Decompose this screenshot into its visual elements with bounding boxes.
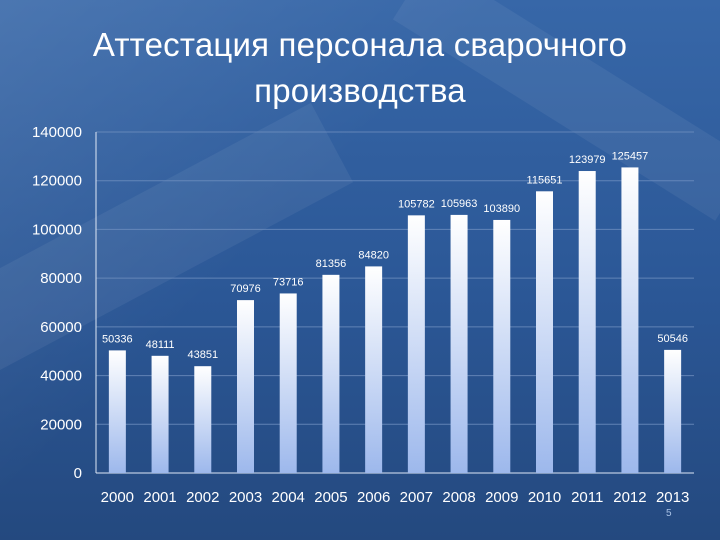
data-label: 125457 xyxy=(612,150,649,162)
x-tick-label: 2013 xyxy=(656,489,689,506)
slide-title: Аттестация персонала сварочного производ… xyxy=(92,26,628,109)
bar xyxy=(365,266,383,473)
bar xyxy=(237,300,254,473)
data-label: 70976 xyxy=(230,283,261,295)
bar xyxy=(407,215,425,473)
y-tick-label: 40000 xyxy=(40,368,82,385)
y-tick-label: 100000 xyxy=(32,221,82,238)
x-tick-label: 2002 xyxy=(186,489,219,506)
data-label: 123979 xyxy=(569,154,606,166)
x-tick-label: 2001 xyxy=(143,489,176,506)
page-number: 5 xyxy=(666,508,672,519)
bar xyxy=(151,355,169,473)
data-label: 50546 xyxy=(657,333,688,345)
data-label: 115651 xyxy=(527,174,563,186)
x-tick-labels: 2000 2001 2002 2003 2004 2005 2006 2007 2008 2009… xyxy=(101,489,690,506)
x-tick-label: 2011 xyxy=(571,489,603,506)
bars xyxy=(108,167,682,474)
x-tick-label: 2008 xyxy=(442,489,475,506)
data-label: 43851 xyxy=(187,349,218,361)
bar xyxy=(108,350,126,473)
y-tick-label: 140000 xyxy=(32,124,82,141)
bar xyxy=(194,366,212,473)
x-tick-label: 2000 xyxy=(101,489,134,506)
bar xyxy=(664,349,682,473)
y-tick-label: 80000 xyxy=(40,270,82,287)
y-tick-label: 20000 xyxy=(40,416,82,433)
data-label: 73716 xyxy=(273,276,304,288)
bar xyxy=(493,219,511,473)
x-tick-label: 2003 xyxy=(229,489,262,506)
x-tick-label: 2004 xyxy=(272,489,305,506)
gridlines xyxy=(96,131,694,425)
data-label: 103890 xyxy=(483,203,520,215)
y-tick-labels: 0 20000 40000 60000 80000 100000 120000 140000 xyxy=(32,124,82,482)
data-label: 50336 xyxy=(102,333,133,345)
bar xyxy=(279,293,297,473)
x-tick-label: 2006 xyxy=(357,489,390,506)
bar xyxy=(450,214,468,473)
data-label: 105782 xyxy=(398,198,435,210)
x-tick-label: 2009 xyxy=(485,489,518,506)
x-tick-label: 2005 xyxy=(314,489,347,506)
bar xyxy=(578,171,596,473)
y-tick-label: 120000 xyxy=(32,173,82,190)
x-tick-label: 2007 xyxy=(400,489,433,506)
y-tick-label: 0 xyxy=(74,465,82,482)
data-label: 48111 xyxy=(146,339,175,351)
y-tick-label: 60000 xyxy=(40,319,82,336)
bar xyxy=(621,167,639,473)
x-tick-label: 2012 xyxy=(613,489,646,506)
data-label: 84820 xyxy=(358,249,389,261)
data-label: 105963 xyxy=(441,198,478,210)
data-label: 81356 xyxy=(316,258,347,270)
data-labels: 50336 48111 43851 70976 73716 81356 84820 10578… xyxy=(102,150,688,361)
bar xyxy=(536,191,553,474)
x-tick-label: 2010 xyxy=(528,489,561,506)
bar xyxy=(322,274,340,473)
axes xyxy=(95,132,694,474)
